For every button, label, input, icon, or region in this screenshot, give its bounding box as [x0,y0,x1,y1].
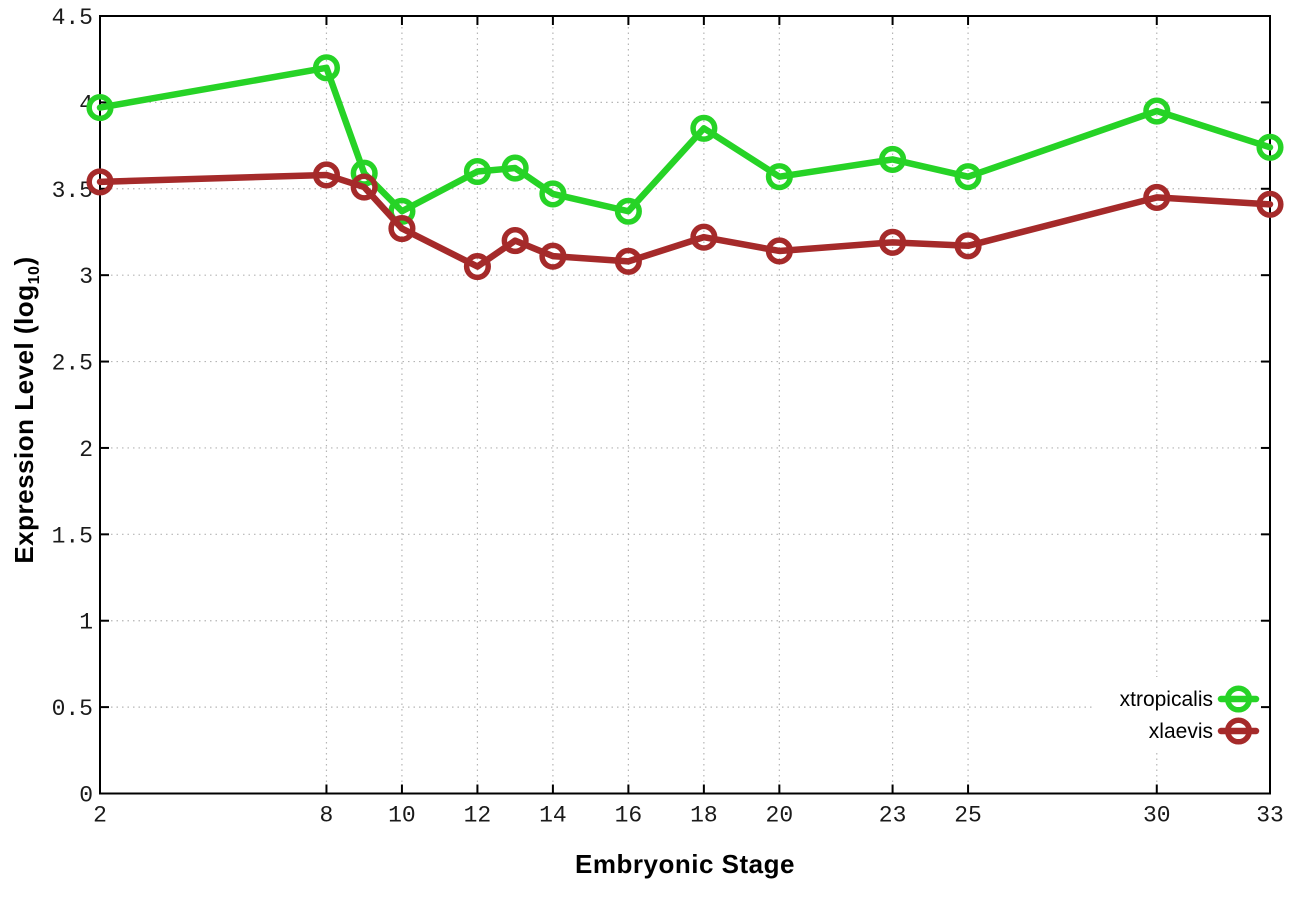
y-axis-title-text: Expression Level (log [9,284,39,564]
axes [99,15,1271,795]
data-point-marker [690,223,718,251]
data-point-marker [1256,133,1284,161]
data-point-marker [539,242,567,270]
x-tick-label: 18 [690,803,718,829]
y-tick-label: 3 [79,264,93,290]
data-point-marker [312,161,341,189]
x-tick-label: 30 [1143,803,1171,829]
x-tick-label: 23 [879,803,907,829]
y-tick-label: 4.5 [52,5,93,31]
y-axis-title-subscript: 10 [25,265,44,285]
data-point-marker [388,214,416,243]
data-point-marker [463,252,491,281]
data-point-marker [765,163,793,191]
x-tick-label: 12 [464,803,492,829]
data-point-marker [350,173,378,201]
data-point-marker [954,232,982,260]
series-line [96,171,1274,270]
data-point-marker [879,228,907,256]
x-tick-label: 10 [388,803,416,829]
plot-border [99,15,1271,795]
x-tick-label: 14 [539,803,567,829]
data-point-marker [1143,97,1171,125]
tick-labels: 2 8 10 12 14 16 18 20 23 25 30 3300.511.522.533.544… [52,5,1284,829]
series-line [96,64,1274,215]
x-tick-label: 8 [320,803,334,829]
y-tick-label: 3.5 [52,178,93,204]
data-point-marker [614,197,642,225]
data-point-marker [765,237,793,265]
x-tick-label: 20 [766,803,794,829]
x-tick-label: 33 [1256,803,1284,829]
legend-sample-marker [1224,717,1253,745]
x-tick-label: 25 [954,803,982,829]
y-tick-label: 2 [79,437,93,463]
data-point-marker [501,227,529,255]
legend-sample-marker [1224,685,1253,713]
data-point-marker [388,197,416,225]
y-tick-label: 0 [79,783,93,809]
data-point-marker [954,163,982,191]
data-point-marker [86,168,114,196]
data-point-marker [539,180,567,208]
data-point-marker [86,94,114,122]
data-point-marker [879,145,907,173]
data-point-marker [1143,183,1171,211]
data-point-marker [501,154,529,182]
data-point-marker [463,157,491,186]
y-tick-label: 0.5 [52,696,93,722]
x-tick-label: 16 [615,803,643,829]
series-xtropicalis [86,54,1284,225]
x-tick-label: 2 [93,803,107,829]
legend-label-xtropicalis: xtropicalis [1120,688,1213,711]
gridlines [100,16,1270,794]
data-point-marker [614,247,642,275]
y-axis-title-suffix: ) [9,256,39,266]
data-point-marker [690,114,718,142]
data-point-marker [1256,190,1284,218]
y-tick-label: 2.5 [52,351,93,377]
y-tick-label: 1.5 [52,523,93,549]
y-axis-title: Expression Level (log10) [6,150,44,670]
legend-label-xlaevis: xlaevis [1149,720,1213,743]
data-point-marker [312,54,341,82]
y-tick-label: 1 [79,610,93,636]
legend: xtropicalis xlaevis [1120,685,1260,745]
x-axis-title: Embryonic Stage [575,849,795,879]
series-xlaevis [86,161,1284,281]
